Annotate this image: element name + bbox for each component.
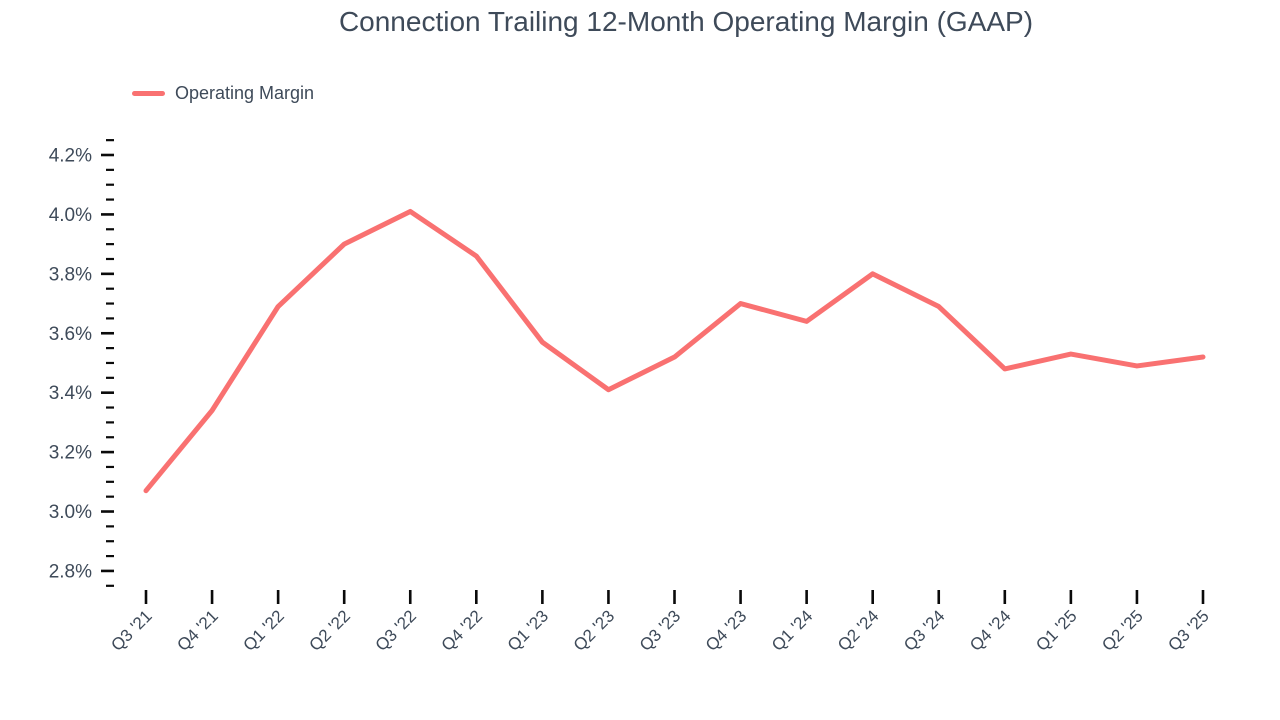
- x-axis-tick-label: Q2 '22: [306, 606, 354, 654]
- legend: Operating Margin: [132, 81, 314, 105]
- x-axis-tick-label: Q4 '23: [702, 606, 750, 654]
- x-axis-tick-label: Q2 '25: [1098, 606, 1146, 654]
- y-axis-tick-label: 3.6%: [49, 324, 92, 345]
- y-axis-tick-label: 3.0%: [49, 502, 92, 523]
- legend-line-swatch: [132, 90, 165, 96]
- x-axis-tick-label: Q1 '25: [1032, 606, 1080, 654]
- y-axis-tick-label: 3.8%: [49, 264, 92, 285]
- x-axis-tick-label: Q3 '23: [636, 606, 684, 654]
- y-axis-tick-label: 3.2%: [49, 443, 92, 464]
- x-axis-tick-label: Q3 '24: [900, 606, 948, 654]
- x-axis-tick-label: Q3 '25: [1164, 606, 1212, 654]
- x-axis-tick-label: Q1 '24: [768, 606, 816, 654]
- chart-title: Connection Trailing 12-Month Operating M…: [338, 6, 1034, 37]
- x-axis-tick-label: Q4 '22: [438, 606, 486, 654]
- x-axis-tick-label: Q3 '22: [372, 606, 420, 654]
- x-axis-tick-label: Q1 '22: [239, 606, 287, 654]
- x-axis-tick-label: Q4 '24: [966, 606, 1014, 654]
- x-axis-tick-label: Q4 '21: [173, 606, 221, 654]
- x-axis-tick-label: Q1 '23: [504, 606, 552, 654]
- legend-label: Operating Margin: [175, 83, 315, 103]
- y-axis-tick-label: 2.8%: [49, 561, 92, 582]
- x-axis-tick-label: Q2 '23: [570, 606, 618, 654]
- x-axis-tick-label: Q3 '21: [107, 606, 155, 654]
- y-axis-tick-label: 4.0%: [49, 205, 92, 226]
- operating-margin-line: [143, 208, 1206, 494]
- y-axis-tick-label: 4.2%: [49, 146, 92, 167]
- y-axis-tick-label: 3.4%: [49, 383, 92, 404]
- x-axis-tick-label: Q2 '24: [834, 606, 882, 654]
